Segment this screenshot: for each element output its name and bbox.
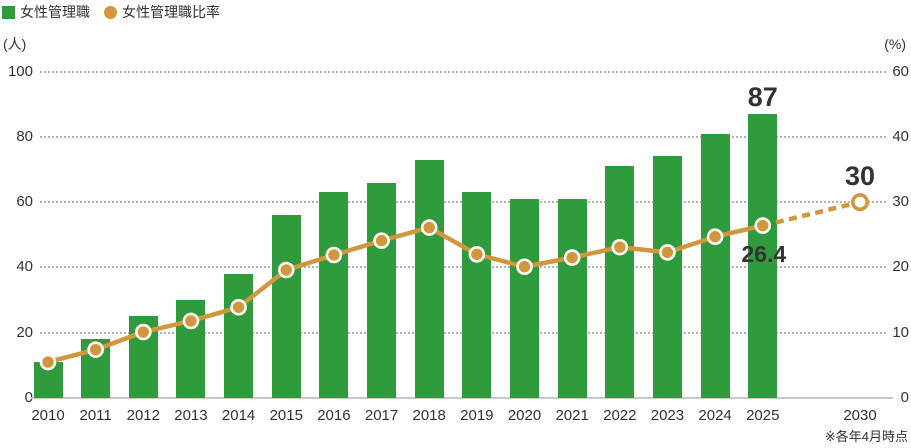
year-label-2025: 2025 bbox=[746, 407, 780, 424]
right-axis-tick-label: 40 bbox=[892, 127, 909, 145]
year-label-2010: 2010 bbox=[31, 407, 65, 424]
year-label-2024: 2024 bbox=[698, 407, 732, 424]
year-label-2030: 2030 bbox=[843, 407, 877, 424]
ratio-point-2021 bbox=[563, 249, 581, 266]
legend: 女性管理職 女性管理職比率 bbox=[2, 4, 220, 20]
left-axis-unit: (人) bbox=[3, 36, 27, 52]
bar-2016 bbox=[319, 192, 349, 398]
year-label-2022: 2022 bbox=[603, 407, 637, 424]
ratio-value-label-2025: 26.4 bbox=[741, 240, 787, 267]
right-axis-tick-label: 20 bbox=[892, 258, 909, 276]
bar-2019 bbox=[462, 192, 492, 398]
ratio-point-2020 bbox=[516, 258, 533, 276]
ratio-point-2017 bbox=[373, 232, 390, 249]
bar-2014 bbox=[224, 273, 254, 398]
left-axis-tick-label: 100 bbox=[7, 62, 33, 80]
year-label-2011: 2011 bbox=[79, 407, 112, 424]
ratio-point-2018 bbox=[420, 219, 438, 236]
legend-item-bar: 女性管理職 bbox=[2, 4, 90, 20]
ratio-point-2019 bbox=[468, 246, 486, 263]
right-axis-tick-label: 60 bbox=[892, 62, 909, 80]
footnote: ※各年4月時点 bbox=[824, 429, 908, 444]
line-series-swatch-icon bbox=[104, 5, 117, 19]
right-axis-tick-label: 30 bbox=[892, 193, 909, 211]
year-label-2016: 2016 bbox=[317, 407, 351, 424]
ratio-point-2024 bbox=[706, 228, 724, 246]
ratio-point-2030 bbox=[850, 193, 869, 212]
legend-bar-label: 女性管理職 bbox=[20, 4, 90, 20]
ratio-point-2012 bbox=[135, 323, 152, 341]
bar-2021 bbox=[557, 198, 587, 398]
bar-2018 bbox=[414, 159, 444, 398]
ratio-point-2022 bbox=[611, 238, 629, 256]
year-label-2019: 2019 bbox=[460, 407, 494, 424]
year-label-2021: 2021 bbox=[555, 407, 589, 424]
ratio-line-projection-dashed bbox=[762, 199, 861, 228]
year-label-2015: 2015 bbox=[269, 407, 303, 424]
left-axis-tick-label: 0 bbox=[24, 389, 33, 406]
gridline bbox=[40, 70, 886, 73]
right-axis-tick-label: 0 bbox=[900, 389, 909, 406]
left-axis-tick-label: 40 bbox=[16, 258, 33, 276]
year-label-2020: 2020 bbox=[507, 407, 542, 424]
legend-line-label: 女性管理職比率 bbox=[122, 4, 220, 20]
ratio-point-2014 bbox=[230, 298, 247, 316]
bar-2022 bbox=[605, 166, 635, 398]
year-label-2012: 2012 bbox=[126, 407, 160, 424]
left-axis-tick-label: 80 bbox=[16, 127, 33, 145]
bar-2025 bbox=[748, 113, 778, 398]
year-label-2023: 2023 bbox=[650, 407, 685, 424]
bar-2020 bbox=[510, 198, 539, 398]
ratio-point-2016 bbox=[325, 246, 343, 264]
bar-2015 bbox=[271, 215, 301, 398]
ratio-line bbox=[45, 223, 765, 365]
x-axis-line bbox=[30, 397, 893, 399]
bar-2024 bbox=[700, 133, 730, 398]
ratio-point-2015 bbox=[277, 261, 295, 279]
ratio-point-2025 bbox=[754, 217, 772, 234]
ratio-point-2010 bbox=[39, 353, 57, 371]
right-axis-unit: (%) bbox=[884, 36, 906, 52]
ratio-point-2011 bbox=[87, 341, 104, 358]
left-axis-tick-label: 20 bbox=[16, 323, 33, 341]
ratio-point-2023 bbox=[659, 244, 676, 261]
left-axis-tick-label: 60 bbox=[16, 193, 33, 211]
ratio-target-label-2030: 30 bbox=[844, 161, 876, 192]
legend-item-line: 女性管理職比率 bbox=[104, 4, 220, 20]
gridline bbox=[40, 135, 886, 138]
bar-2023 bbox=[652, 156, 682, 398]
bar-series-swatch-icon bbox=[2, 5, 15, 19]
bar-2017 bbox=[367, 182, 397, 398]
year-label-2013: 2013 bbox=[174, 407, 208, 424]
year-label-2018: 2018 bbox=[412, 407, 446, 424]
bar-value-label-2025: 87 bbox=[747, 81, 778, 112]
right-axis-tick-label: 10 bbox=[892, 323, 909, 341]
year-label-2014: 2014 bbox=[221, 407, 256, 424]
year-label-2017: 2017 bbox=[364, 407, 399, 424]
ratio-point-2013 bbox=[182, 312, 200, 330]
